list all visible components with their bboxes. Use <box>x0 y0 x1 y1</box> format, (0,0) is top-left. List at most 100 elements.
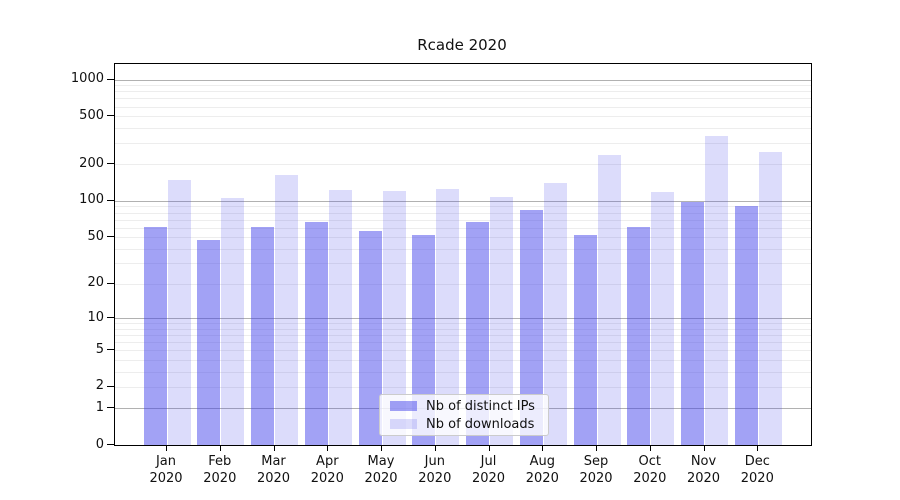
y-tick-label-0: 0 <box>95 436 104 452</box>
minor-gridline <box>115 237 811 238</box>
bar-distinct-ips-nov <box>681 201 704 445</box>
minor-gridline <box>115 116 811 118</box>
y-tick-mark <box>107 385 114 387</box>
bar-distinct-ips-jul <box>466 221 489 445</box>
bar-downloads-jan <box>167 180 191 445</box>
major-gridline <box>115 318 811 320</box>
minor-gridline <box>115 359 811 361</box>
x-tick-label-mar: Mar 2020 <box>256 454 291 486</box>
x-tick-label-feb: Feb 2020 <box>203 454 237 486</box>
x-tick-label-aug: Aug 2020 <box>525 454 559 486</box>
x-tick-mark <box>488 445 490 451</box>
minor-gridline <box>115 328 811 330</box>
y-tick-label-5: 5 <box>95 341 104 357</box>
minor-gridline <box>115 386 811 388</box>
bar-downloads-feb <box>221 197 245 445</box>
x-tick-mark <box>757 445 759 451</box>
bar-distinct-ips-mar <box>251 226 274 445</box>
bar-downloads-dec <box>758 152 782 445</box>
y-tick-label-2: 2 <box>95 378 104 394</box>
minor-gridline <box>115 127 811 129</box>
minor-gridline <box>115 342 811 343</box>
x-tick-label-jul: Jul 2020 <box>471 454 506 486</box>
minor-gridline <box>115 283 811 285</box>
y-tick-mark <box>107 115 114 117</box>
bar-downloads-aug <box>543 183 567 445</box>
minor-gridline <box>115 164 811 166</box>
legend-item-downloads: Nb of downloads <box>386 416 542 432</box>
minor-gridline <box>115 248 811 250</box>
bar-distinct-ips-aug <box>519 209 543 445</box>
bar-distinct-ips-dec <box>734 206 758 445</box>
y-tick-mark <box>107 349 114 351</box>
legend-label-downloads: Nb of downloads <box>426 416 535 432</box>
minor-gridline <box>115 227 811 229</box>
y-tick-label-1: 1 <box>95 399 104 415</box>
minor-gridline <box>115 263 811 265</box>
bar-downloads-jul <box>490 196 513 445</box>
x-tick-mark <box>219 445 221 451</box>
plot-area: Nb of distinct IPs Nb of downloads <box>114 63 812 446</box>
y-tick-label-50: 50 <box>87 228 104 244</box>
chart-title: Rcade 2020 <box>417 36 507 54</box>
y-tick-label-20: 20 <box>87 275 104 291</box>
x-tick-mark <box>434 445 436 451</box>
minor-gridline <box>115 350 811 352</box>
bar-distinct-ips-jan <box>143 226 167 445</box>
x-tick-mark <box>703 445 705 451</box>
y-tick-label-100: 100 <box>79 192 104 208</box>
minor-gridline <box>115 143 811 144</box>
minor-gridline <box>115 85 811 86</box>
legend-swatch-distinct-ips <box>390 401 417 411</box>
y-tick-mark <box>107 317 114 319</box>
minor-gridline <box>115 219 811 221</box>
x-tick-mark <box>381 445 382 451</box>
x-tick-mark <box>596 445 597 451</box>
y-tick-mark <box>107 444 114 445</box>
x-tick-mark <box>327 445 329 451</box>
y-tick-mark <box>107 199 114 201</box>
y-tick-label-10: 10 <box>87 309 104 325</box>
minor-gridline <box>115 206 811 208</box>
x-tick-label-apr: Apr 2020 <box>310 454 344 486</box>
minor-gridline <box>115 335 811 336</box>
y-tick-label-200: 200 <box>79 155 104 171</box>
bar-distinct-ips-may <box>358 231 382 445</box>
minor-gridline <box>115 212 811 214</box>
bar-distinct-ips-feb <box>197 240 221 445</box>
legend: Nb of distinct IPs Nb of downloads <box>379 394 549 436</box>
x-tick-label-jan: Jan 2020 <box>149 454 183 486</box>
bar-distinct-ips-sep <box>573 234 597 445</box>
major-gridline <box>115 200 811 202</box>
y-tick-mark <box>107 78 114 80</box>
bar-downloads-jun <box>436 189 460 445</box>
x-tick-mark <box>273 445 275 451</box>
bar-downloads-nov <box>705 136 728 445</box>
legend-swatch-downloads <box>390 419 417 429</box>
bar-downloads-may <box>382 190 406 445</box>
x-tick-label-sep: Sep 2020 <box>579 454 613 486</box>
x-tick-label-nov: Nov 2020 <box>686 454 721 486</box>
y-tick-label-1000: 1000 <box>70 71 104 86</box>
minor-gridline <box>115 323 811 325</box>
bar-distinct-ips-apr <box>304 221 328 445</box>
legend-label-distinct-ips: Nb of distinct IPs <box>426 398 535 414</box>
bar-distinct-ips-jun <box>412 234 436 445</box>
bar-downloads-apr <box>328 190 352 445</box>
minor-gridline <box>115 91 811 93</box>
bar-downloads-oct <box>651 192 675 445</box>
x-tick-mark <box>166 445 167 451</box>
major-gridline <box>115 79 811 81</box>
x-tick-label-dec: Dec 2020 <box>740 454 774 486</box>
minor-gridline <box>115 106 811 108</box>
y-tick-mark <box>107 236 114 237</box>
legend-item-distinct-ips: Nb of distinct IPs <box>386 398 542 414</box>
x-tick-mark <box>542 445 544 451</box>
bar-distinct-ips-oct <box>627 226 651 445</box>
y-tick-label-500: 500 <box>79 107 104 123</box>
x-tick-label-oct: Oct 2020 <box>633 454 667 486</box>
minor-gridline <box>115 98 811 100</box>
y-tick-mark <box>107 407 114 409</box>
y-tick-mark <box>107 282 114 284</box>
x-tick-mark <box>649 445 651 451</box>
